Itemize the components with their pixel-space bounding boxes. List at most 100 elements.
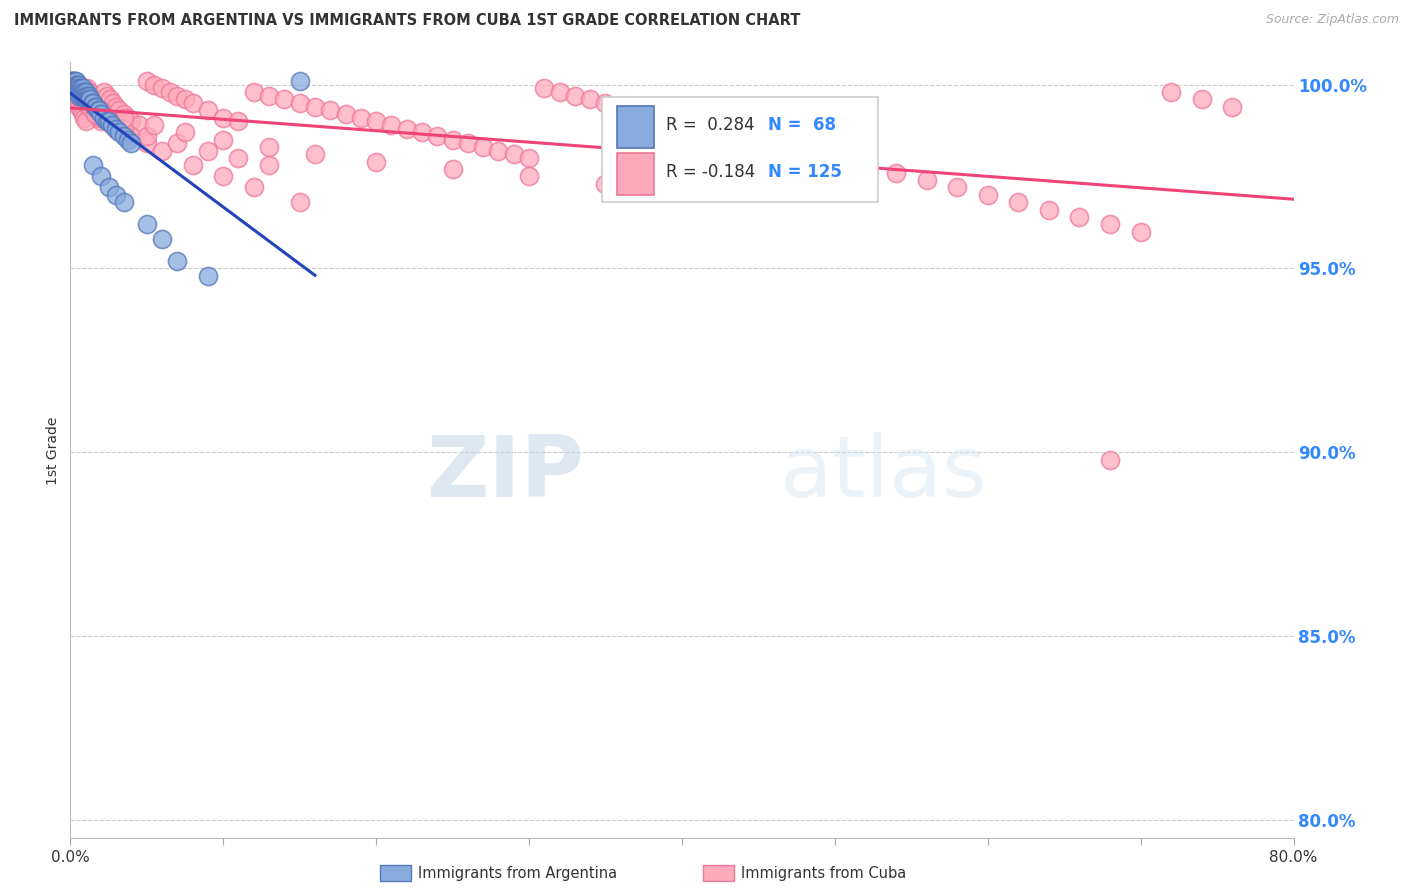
Point [83, 99, 105, 113]
Point [83, 99, 105, 113]
Point [288, 195, 311, 210]
Point [366, 114, 388, 128]
Point [610, 99, 633, 113]
Point [426, 128, 449, 143]
Point [181, 158, 204, 172]
Point [73, 88, 96, 103]
Point [380, 118, 402, 132]
Point [72, 88, 94, 103]
Point [579, 92, 602, 106]
Point [702, 121, 724, 136]
Point [112, 121, 135, 136]
Point [72, 92, 94, 106]
Point [1191, 92, 1213, 106]
Point [915, 173, 938, 187]
Point [82, 158, 104, 172]
Point [89, 111, 111, 125]
Point [288, 74, 311, 88]
Point [824, 151, 846, 165]
Text: IMMIGRANTS FROM ARGENTINA VS IMMIGRANTS FROM CUBA 1ST GRADE CORRELATION CHART: IMMIGRANTS FROM ARGENTINA VS IMMIGRANTS … [14, 13, 800, 29]
Point [69, 78, 91, 92]
Point [366, 154, 388, 169]
Point [87, 107, 110, 121]
Point [77, 99, 100, 113]
Point [72, 85, 94, 99]
Point [197, 144, 219, 158]
Point [69, 81, 91, 95]
Point [166, 254, 188, 268]
Point [502, 147, 524, 161]
Point [97, 114, 120, 128]
Point [457, 136, 479, 151]
Point [181, 95, 204, 110]
Point [105, 121, 128, 136]
Point [66, 78, 89, 92]
FancyBboxPatch shape [602, 97, 877, 202]
Point [65, 81, 87, 95]
Point [70, 85, 93, 99]
Point [228, 151, 250, 165]
Point [97, 114, 120, 128]
Point [135, 74, 157, 88]
Point [73, 111, 96, 125]
Point [108, 103, 131, 118]
Point [77, 85, 100, 99]
Point [472, 140, 495, 154]
Point [855, 158, 877, 172]
Point [87, 103, 110, 118]
Point [76, 88, 98, 103]
Point [624, 103, 647, 118]
Point [66, 81, 89, 95]
Point [90, 114, 112, 128]
Point [62, 74, 84, 88]
Point [135, 217, 157, 231]
Point [117, 111, 139, 125]
Point [143, 78, 166, 92]
Point [65, 78, 87, 92]
Point [150, 144, 173, 158]
Point [63, 85, 86, 99]
Point [93, 85, 115, 99]
Point [112, 195, 135, 210]
Point [69, 99, 91, 113]
Point [101, 95, 124, 110]
Point [121, 128, 143, 143]
Point [76, 92, 98, 106]
Point [243, 85, 266, 99]
Point [1099, 217, 1122, 231]
Text: N =  68: N = 68 [768, 116, 835, 134]
Point [97, 114, 120, 128]
Text: N = 125: N = 125 [768, 163, 841, 181]
Point [946, 180, 969, 194]
Point [441, 133, 464, 147]
Point [97, 180, 120, 194]
Point [288, 95, 311, 110]
Point [395, 121, 418, 136]
Point [63, 78, 86, 92]
Point [166, 88, 188, 103]
Point [100, 118, 122, 132]
Point [517, 151, 540, 165]
FancyBboxPatch shape [617, 105, 654, 148]
Point [60, 74, 83, 88]
Point [90, 107, 112, 121]
Point [63, 78, 86, 92]
Point [89, 103, 111, 118]
Point [1129, 225, 1152, 239]
Point [70, 103, 93, 118]
Point [257, 158, 280, 172]
Text: Source: ZipAtlas.com: Source: ZipAtlas.com [1265, 13, 1399, 27]
Point [128, 118, 150, 132]
Point [105, 187, 128, 202]
Point [112, 111, 135, 125]
Point [1099, 452, 1122, 467]
Point [1069, 210, 1091, 224]
Point [441, 162, 464, 177]
Y-axis label: 1st Grade: 1st Grade [46, 417, 60, 484]
Point [212, 169, 235, 184]
Point [72, 81, 94, 95]
Point [595, 177, 617, 191]
Point [66, 95, 89, 110]
Point [564, 88, 586, 103]
Text: Immigrants from Cuba: Immigrants from Cuba [741, 866, 907, 880]
